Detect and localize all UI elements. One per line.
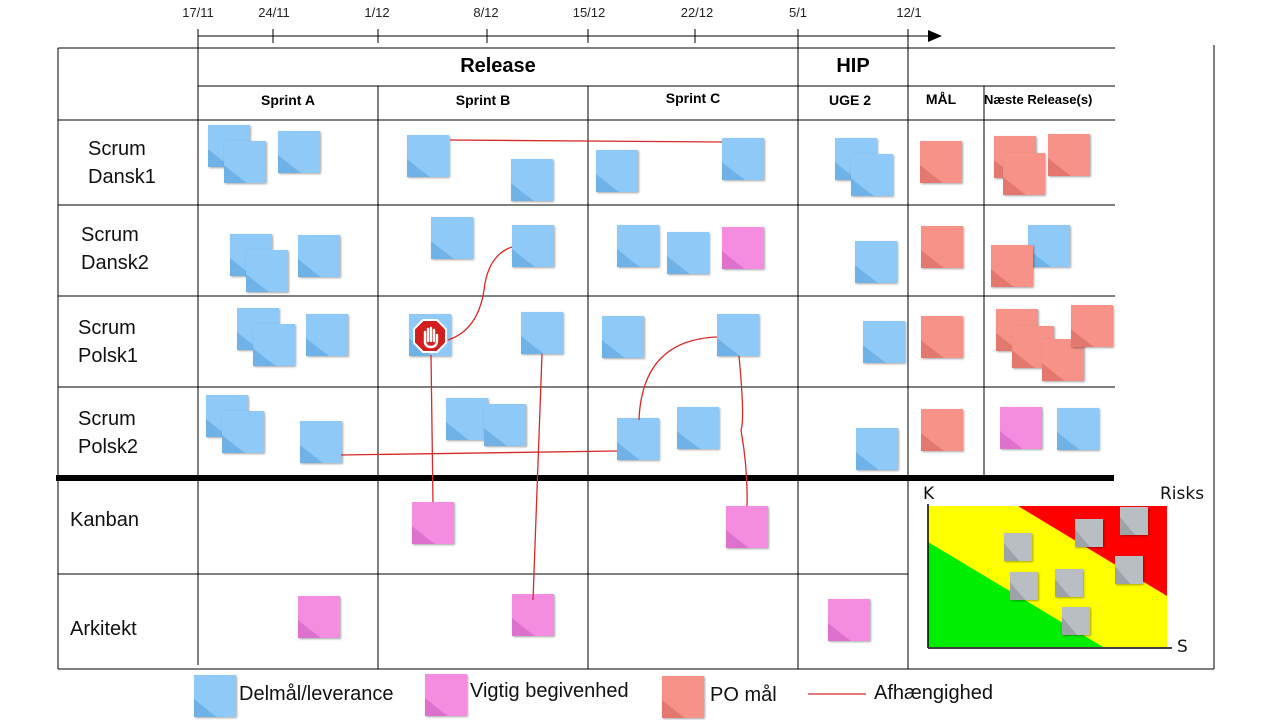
row-label-arkitekt: Arkitekt (70, 618, 137, 640)
delmaal-sticky-note (617, 225, 659, 267)
po-sticky-note (1048, 134, 1090, 176)
vigtig-sticky-note (722, 227, 764, 269)
legend-label-vigtig: Vigtig begivenhed (470, 680, 629, 702)
vigtig-sticky-note (726, 506, 768, 548)
delmaal-sticky-note (431, 217, 473, 259)
legend-label-delmaal: Delmål/leverance (239, 683, 394, 705)
timeline-date: 12/1 (896, 5, 922, 20)
stop-sign-icon (413, 319, 447, 353)
delmaal-sticky-note (298, 235, 340, 277)
release-header: Release (460, 55, 536, 77)
vigtig-sticky-note (412, 502, 454, 544)
po-sticky-note (991, 245, 1033, 287)
timeline-date: 22/12 (680, 5, 714, 20)
delmaal-sticky-note (851, 154, 893, 196)
po-sticky-note (921, 226, 963, 268)
delmaal-sticky-note (246, 250, 288, 292)
legend-label-po-maal: PO mål (710, 684, 777, 706)
timeline-date: 24/11 (258, 5, 290, 20)
gray-sticky-note (1004, 533, 1032, 561)
row-label-scrum-polsk1: Scrum Polsk1 (78, 317, 139, 367)
delmaal-sticky-note (222, 411, 264, 453)
delmaal-sticky-note (1057, 408, 1099, 450)
legend-swatch-delmaal (194, 675, 236, 717)
timeline-date: 17/11 (182, 5, 214, 20)
column-header-maal: MÅL (925, 91, 957, 107)
po-sticky-note (921, 316, 963, 358)
delmaal-sticky-note (596, 150, 638, 192)
timeline-date: 8/12 (473, 5, 499, 20)
row-label-scrum-polsk2: Scrum Polsk2 (78, 408, 139, 458)
gray-sticky-note (1010, 572, 1038, 600)
legend-label-afhaengighed: Afhængighed (874, 682, 993, 704)
legend-swatch-po-maal (662, 676, 704, 718)
delmaal-sticky-note (253, 324, 295, 366)
delmaal-sticky-note (306, 314, 348, 356)
timeline-arrow-head (928, 30, 942, 42)
po-sticky-note (1003, 153, 1045, 195)
delmaal-sticky-note (863, 321, 905, 363)
po-sticky-note (920, 141, 962, 183)
risks-title: Risks (1160, 484, 1205, 504)
risk-axis-k-label: K (923, 484, 935, 504)
column-header-uge-2: UGE 2 (828, 92, 871, 108)
column-header-sprint-c: Sprint C (665, 90, 721, 106)
row-label-kanban: Kanban (70, 509, 139, 531)
risk-axis-s-label: S (1177, 637, 1188, 657)
delmaal-sticky-note (224, 141, 266, 183)
gray-sticky-note (1115, 556, 1143, 584)
delmaal-sticky-note (677, 407, 719, 449)
delmaal-sticky-note (512, 225, 554, 267)
po-sticky-note (921, 409, 963, 451)
row-label-scrum-dansk2: Scrum Dansk2 (81, 224, 149, 274)
gray-sticky-note (1075, 519, 1103, 547)
delmaal-sticky-note (407, 135, 449, 177)
column-header-naeste-release: Næste Release(s) (984, 92, 1093, 107)
delmaal-sticky-note (278, 131, 320, 173)
vigtig-sticky-note (1000, 407, 1042, 449)
gray-sticky-note (1120, 507, 1148, 535)
scrum-kanban-separator (56, 475, 1114, 481)
delmaal-sticky-note (717, 314, 759, 356)
gray-sticky-note (1062, 607, 1090, 635)
timeline-date: 1/12 (364, 5, 390, 20)
column-header-sprint-b: Sprint B (455, 92, 511, 108)
delmaal-sticky-note (484, 404, 526, 446)
delmaal-sticky-note (1028, 225, 1070, 267)
delmaal-sticky-note (602, 316, 644, 358)
vigtig-sticky-note (512, 594, 554, 636)
timeline-date: 5/1 (788, 5, 808, 20)
delmaal-sticky-note (511, 159, 553, 201)
delmaal-sticky-note (722, 138, 764, 180)
gray-sticky-note (1055, 569, 1083, 597)
column-header-sprint-a: Sprint A (261, 92, 315, 108)
po-sticky-note (1071, 305, 1113, 347)
row-label-scrum-dansk1: Scrum Dansk1 (88, 138, 156, 188)
delmaal-sticky-note (300, 421, 342, 463)
legend-swatch-vigtig (425, 674, 467, 716)
delmaal-sticky-note (667, 232, 709, 274)
delmaal-sticky-note (856, 428, 898, 470)
delmaal-sticky-note (617, 418, 659, 460)
timeline-date: 15/12 (572, 5, 606, 20)
delmaal-sticky-note (446, 398, 488, 440)
vigtig-sticky-note (828, 599, 870, 641)
delmaal-sticky-note (521, 312, 563, 354)
delmaal-sticky-note (855, 241, 897, 283)
vigtig-sticky-note (298, 596, 340, 638)
hip-header: HIP (836, 55, 870, 77)
